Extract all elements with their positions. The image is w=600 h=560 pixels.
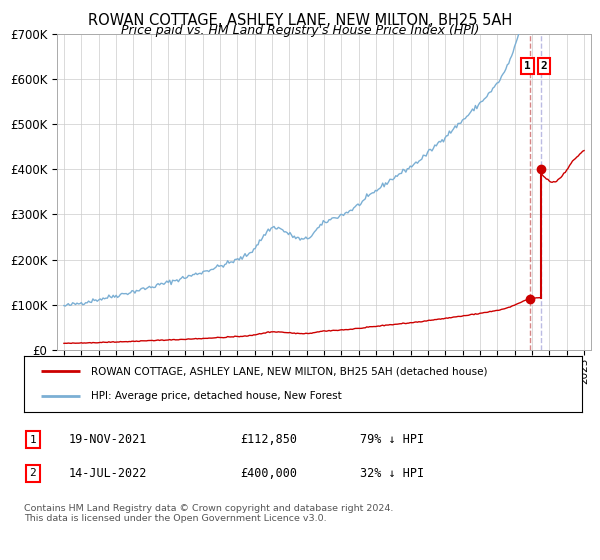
Text: 2: 2 bbox=[29, 468, 37, 478]
Text: HPI: Average price, detached house, New Forest: HPI: Average price, detached house, New … bbox=[91, 391, 342, 401]
Text: ROWAN COTTAGE, ASHLEY LANE, NEW MILTON, BH25 5AH (detached house): ROWAN COTTAGE, ASHLEY LANE, NEW MILTON, … bbox=[91, 366, 487, 376]
Text: 1: 1 bbox=[524, 61, 531, 71]
Text: Price paid vs. HM Land Registry's House Price Index (HPI): Price paid vs. HM Land Registry's House … bbox=[121, 24, 479, 37]
Text: 2: 2 bbox=[541, 61, 547, 71]
Text: 1: 1 bbox=[29, 435, 37, 445]
Text: 19-NOV-2021: 19-NOV-2021 bbox=[69, 433, 148, 446]
Text: 79% ↓ HPI: 79% ↓ HPI bbox=[360, 433, 424, 446]
Text: ROWAN COTTAGE, ASHLEY LANE, NEW MILTON, BH25 5AH: ROWAN COTTAGE, ASHLEY LANE, NEW MILTON, … bbox=[88, 13, 512, 28]
Text: £400,000: £400,000 bbox=[240, 466, 297, 480]
Text: £112,850: £112,850 bbox=[240, 433, 297, 446]
Text: 32% ↓ HPI: 32% ↓ HPI bbox=[360, 466, 424, 480]
Text: Contains HM Land Registry data © Crown copyright and database right 2024.
This d: Contains HM Land Registry data © Crown c… bbox=[24, 504, 394, 524]
Text: 14-JUL-2022: 14-JUL-2022 bbox=[69, 466, 148, 480]
